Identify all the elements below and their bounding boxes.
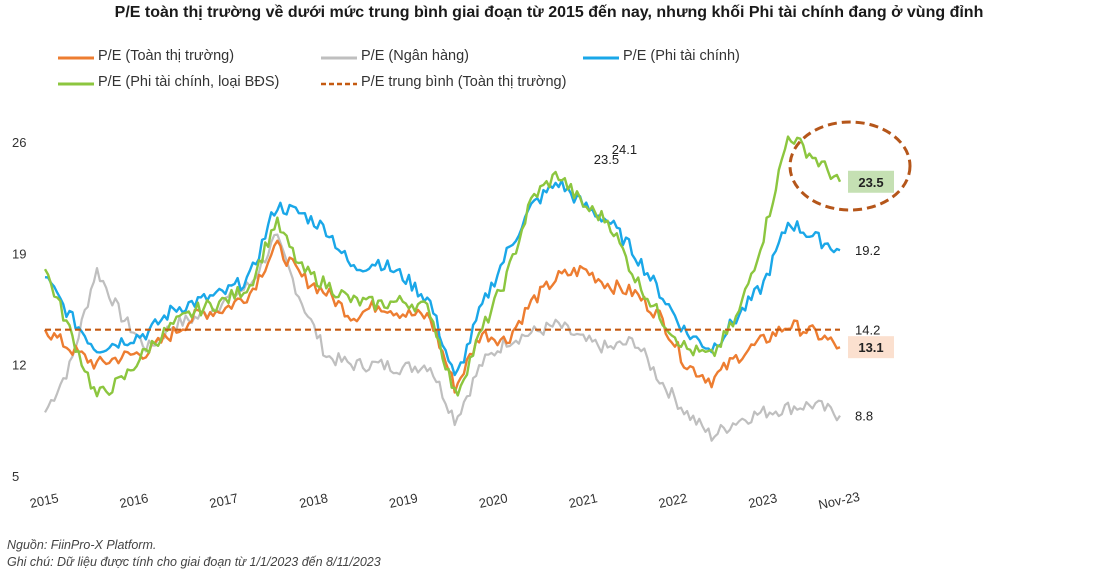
x-tick-label: 2019 — [388, 490, 419, 511]
x-tick-label: 2021 — [567, 490, 598, 511]
x-tick-label: 2015 — [28, 490, 59, 511]
legend-label-market: P/E (Toàn thị trường) — [98, 48, 235, 64]
source-note: Nguồn: FiinPro-X Platform. — [7, 538, 157, 552]
x-tick-label: 2016 — [118, 490, 149, 511]
x-tick-label: 2022 — [657, 490, 688, 511]
chart-title: P/E toàn thị trường về dưới mức trung bì… — [114, 4, 984, 21]
legend-label-nonfin: P/E (Phi tài chính) — [623, 48, 740, 64]
series-line — [44, 233, 841, 442]
x-tick-label: 2018 — [298, 490, 329, 511]
series-line — [43, 135, 842, 398]
highlight-ellipse — [788, 120, 912, 212]
footnote: Ghi chú: Dữ liệu được tính cho giai đoạn… — [7, 555, 381, 569]
end-label: 19.2 — [855, 243, 880, 258]
legend-label-average: P/E trung bình (Toàn thị trường) — [361, 74, 567, 90]
legend-swatch-nonfin-exre — [58, 82, 94, 86]
end-label-box — [848, 336, 894, 359]
x-tick-label: 2020 — [478, 490, 509, 511]
peak-annotation: 23.5 — [594, 152, 619, 167]
series-line — [44, 179, 841, 377]
legend-label-nonfin-exre: P/E (Phi tài chính, loại BĐS) — [98, 74, 280, 90]
y-tick-label: 12 — [12, 358, 26, 373]
legend-swatch-nonfin — [583, 56, 619, 60]
x-tick-label: Nov-23 — [817, 489, 861, 512]
peak-annotation: 24.1 — [612, 142, 637, 157]
end-label-box — [848, 170, 894, 193]
end-label: 14.2 — [855, 323, 880, 338]
x-tick-label: 2017 — [208, 490, 239, 511]
x-tick-label: 2023 — [747, 490, 778, 511]
y-tick-label: 26 — [12, 135, 26, 150]
series-line — [43, 239, 841, 394]
end-label: 23.5 — [858, 175, 883, 190]
end-label: 8.8 — [855, 409, 873, 424]
legend-swatch-average — [321, 82, 357, 86]
end-label: 13.1 — [858, 340, 883, 355]
y-tick-label: 19 — [12, 246, 26, 261]
y-tick-label: 5 — [12, 469, 19, 484]
legend-label-banks: P/E (Ngân hàng) — [361, 48, 470, 64]
legend-swatch-banks — [321, 56, 357, 60]
legend-swatch-market — [58, 56, 94, 60]
